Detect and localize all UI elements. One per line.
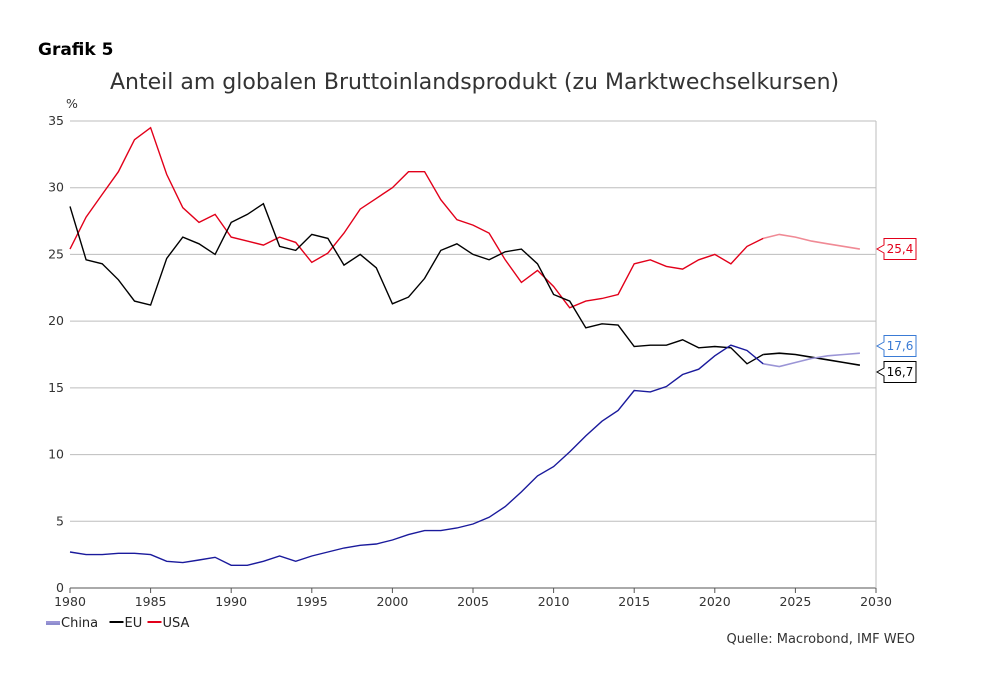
y-axis-ticks: 0 5 10 15 20 25 30 35 [48, 113, 64, 595]
series-line-eu [69, 202, 764, 365]
y-tick-label: 25 [48, 246, 64, 261]
y-axis-unit-label: % [66, 96, 78, 111]
y-tick-label: 10 [48, 447, 64, 462]
x-tick-label: 2030 [860, 594, 892, 609]
end-value-callouts: 25,4 17,6 16,7 [875, 238, 917, 383]
series-line-eu-forecast [763, 352, 861, 366]
x-tick-label: 2010 [538, 594, 570, 609]
end-label-box [875, 361, 917, 383]
x-tick-label: 1980 [54, 594, 86, 609]
end-label-box [875, 335, 917, 357]
y-tick-label: 5 [56, 513, 64, 528]
x-tick-label: 1990 [215, 594, 247, 609]
series-line-china-forecast [763, 352, 860, 368]
x-tick-label: 2005 [457, 594, 489, 609]
x-tick-label: 2015 [618, 594, 650, 609]
legend-label-eu: EU [125, 616, 143, 631]
source-note: Quelle: Macrobond, IMF WEO [726, 632, 915, 647]
y-tick-label: 35 [48, 113, 64, 128]
y-tick-label: 20 [48, 313, 64, 328]
x-tick-label: 2000 [376, 594, 408, 609]
legend: China EU USA [46, 616, 190, 631]
end-label-text: 16,7 [887, 365, 914, 379]
x-tick-label: 2020 [699, 594, 731, 609]
x-tick-label: 1995 [296, 594, 328, 609]
x-tick-label: 2025 [779, 594, 811, 609]
x-axis-ticks: 1980 1985 1990 1995 2000 2005 2010 2015 2020 2025… [54, 588, 892, 609]
series-line-usa [69, 126, 764, 309]
grid [70, 120, 877, 589]
series-line-china [69, 344, 764, 566]
end-label-text: 17,6 [887, 339, 914, 353]
end-label-text: 25,4 [887, 242, 914, 256]
y-tick-label: 0 [56, 580, 64, 595]
figure-label: Grafik 5 [38, 40, 114, 60]
end-label-eu: 16,7 [875, 361, 917, 383]
legend-label-usa: USA [163, 616, 190, 631]
series-lines [69, 126, 861, 566]
y-tick-label: 15 [48, 380, 64, 395]
y-tick-label: 30 [48, 180, 64, 195]
legend-label-china: China [61, 616, 98, 631]
end-label-usa: 25,4 [875, 238, 917, 260]
chart-title: Anteil am globalen Bruttoinlandsprodukt … [110, 70, 840, 95]
end-label-china: 17,6 [875, 335, 917, 357]
series-line-usa-forecast [763, 233, 861, 250]
x-tick-label: 1985 [135, 594, 167, 609]
end-label-box [875, 238, 917, 260]
